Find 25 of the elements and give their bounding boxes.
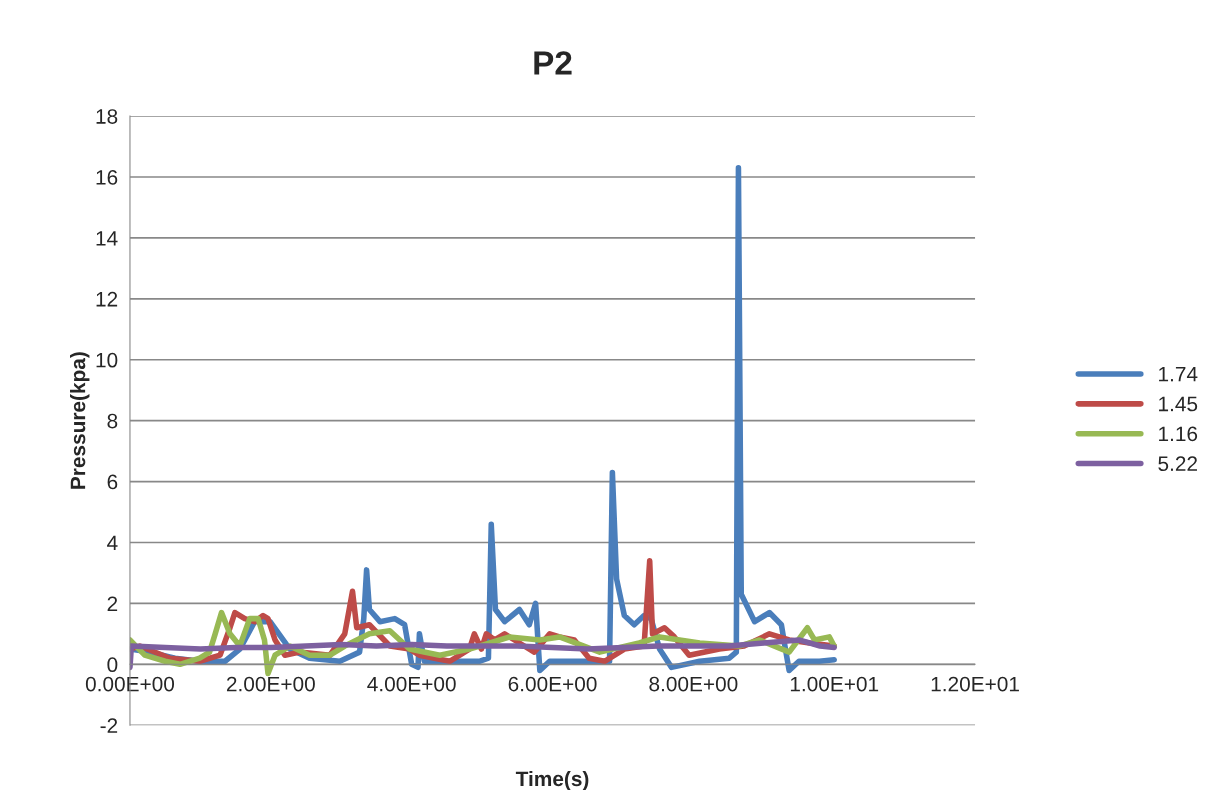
legend-label: 1.16 <box>1159 426 1198 442</box>
x-tick-label: 1.00E+01 <box>790 676 879 692</box>
y-tick-label: 10 <box>96 352 118 368</box>
x-tick-label: 1.20E+01 <box>931 676 1019 692</box>
x-axis-title: Time(s) <box>515 770 589 790</box>
y-tick-label: 16 <box>96 170 118 185</box>
legend-label: 1.74 <box>1159 366 1198 382</box>
y-tick-label: 12 <box>96 291 118 307</box>
x-tick-label: 4.00E+00 <box>367 676 456 692</box>
y-tick-label: 8 <box>107 413 118 429</box>
legend-label: 1.45 <box>1159 396 1198 412</box>
y-tick-label: 4 <box>107 535 118 551</box>
y-tick-label: 6 <box>107 474 118 490</box>
x-tick-label: 6.00E+00 <box>508 676 597 692</box>
y-axis-title: Pressure(kpa) <box>70 352 90 489</box>
chart-title: P2 <box>534 51 572 75</box>
x-tick-label: 2.00E+00 <box>226 676 315 692</box>
y-tick-label: 0 <box>107 657 118 673</box>
y-tick-label: 18 <box>96 109 118 124</box>
y-tick-label: 2 <box>107 596 118 611</box>
x-tick-label: 0.00E+00 <box>85 676 175 692</box>
x-tick-label: 8.00E+00 <box>649 676 738 692</box>
legend-label: 5.22 <box>1158 456 1197 472</box>
y-tick-label: 14 <box>96 231 118 246</box>
y-tick-label: -2 <box>100 718 118 733</box>
